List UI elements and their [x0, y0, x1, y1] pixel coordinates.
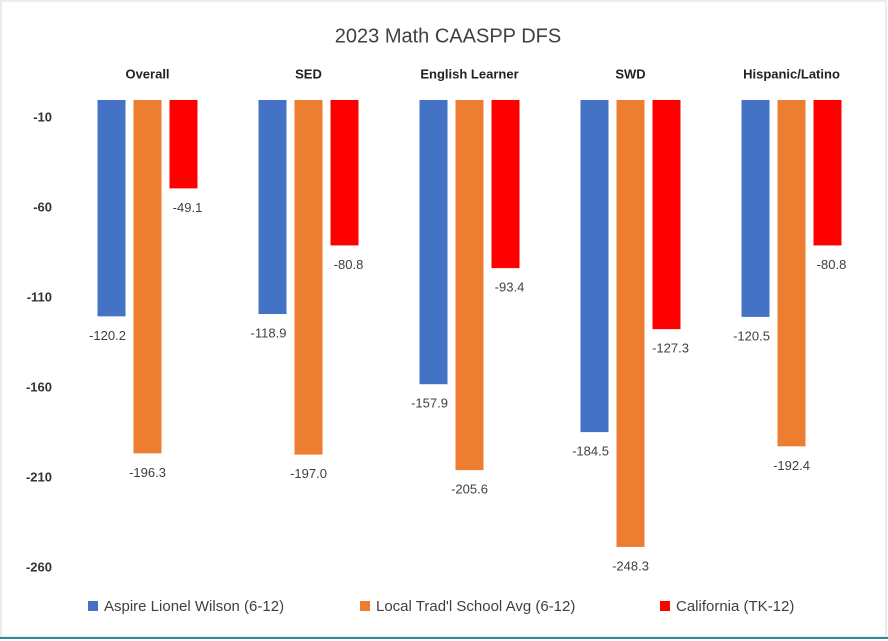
legend-swatch — [660, 601, 670, 611]
legend-swatch — [360, 601, 370, 611]
data-label: -49.1 — [173, 200, 203, 215]
bar — [813, 100, 842, 246]
legend-label: California (TK-12) — [676, 598, 794, 615]
bar — [419, 100, 448, 385]
data-label: -184.5 — [572, 444, 609, 459]
data-label: -196.3 — [129, 465, 166, 480]
data-label: -120.5 — [733, 328, 770, 343]
data-label: -80.8 — [334, 257, 364, 272]
bar — [258, 100, 287, 315]
category-label: English Learner — [420, 66, 518, 81]
bar — [580, 100, 609, 433]
data-label: -120.2 — [89, 328, 126, 343]
legend-label: Aspire Lionel Wilson (6-12) — [104, 598, 284, 615]
legend-label: Local Trad'l School Avg (6-12) — [376, 598, 575, 615]
data-label: -192.4 — [773, 458, 810, 473]
bar — [97, 100, 126, 317]
category-label: Overall — [125, 66, 169, 81]
y-tick-label: -260 — [26, 559, 52, 574]
bar — [133, 100, 162, 454]
chart-title: 2023 Math CAASPP DFS — [335, 25, 561, 47]
category-label: Hispanic/Latino — [743, 66, 840, 81]
data-label: -80.8 — [817, 257, 847, 272]
category-label: SWD — [615, 66, 645, 81]
bar — [741, 100, 770, 317]
data-label: -157.9 — [411, 396, 448, 411]
bar — [491, 100, 520, 269]
bar — [330, 100, 359, 246]
bar — [652, 100, 681, 330]
legend-swatch — [88, 601, 98, 611]
data-label: -197.0 — [290, 466, 327, 481]
data-label: -118.9 — [251, 325, 287, 340]
y-tick-label: -160 — [26, 379, 52, 394]
bar — [616, 100, 645, 547]
y-tick-label: -110 — [27, 289, 52, 304]
data-label: -127.3 — [652, 341, 689, 356]
y-tick-label: -210 — [26, 469, 52, 484]
bar — [294, 100, 323, 455]
y-tick-label: -60 — [33, 199, 52, 214]
y-tick-label: -10 — [33, 109, 52, 124]
data-label: -93.4 — [495, 280, 525, 295]
category-label: SED — [295, 66, 322, 81]
data-label: -248.3 — [612, 558, 649, 573]
bar — [169, 100, 198, 189]
bar — [777, 100, 806, 447]
data-label: -205.6 — [451, 482, 488, 497]
bar — [455, 100, 484, 471]
